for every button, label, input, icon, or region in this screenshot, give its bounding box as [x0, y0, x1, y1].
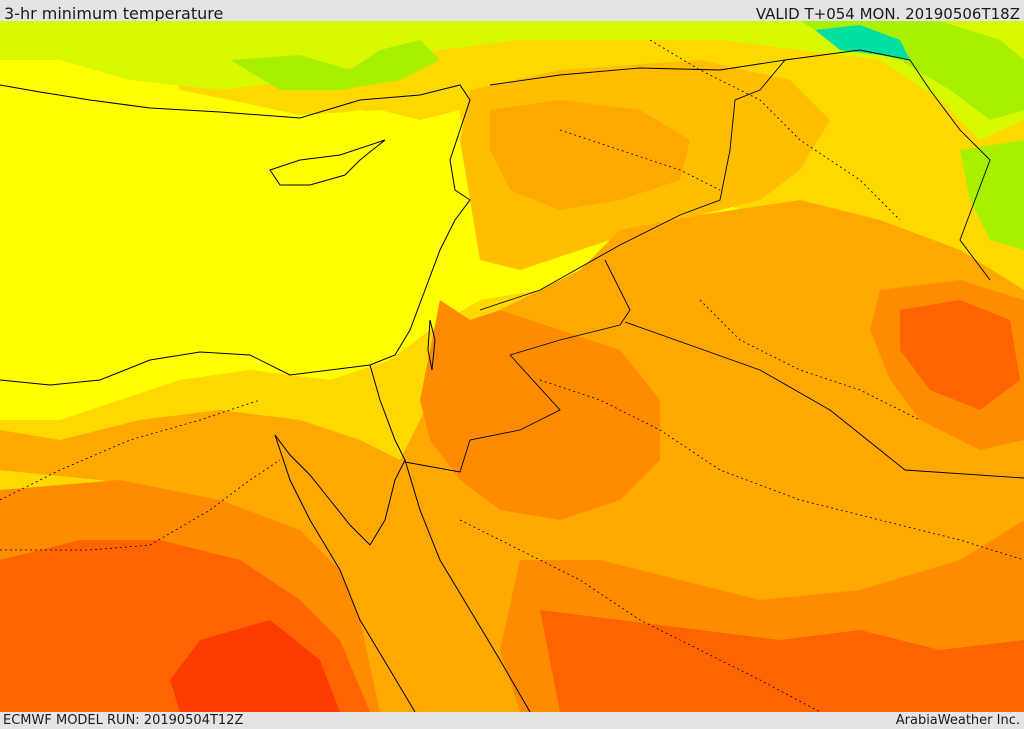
- cyprus-outline: [269, 139, 386, 186]
- map-title: 3-hr minimum temperature: [4, 4, 224, 23]
- coastlines: [0, 84, 531, 712]
- temp-zone-dark-orange-levant: [420, 300, 660, 520]
- sinai-coast: [274, 364, 406, 546]
- jordan-saudi-border: [509, 259, 631, 356]
- temp-zone-light-green-east: [960, 140, 1024, 250]
- temp-zone-cool-green: [815, 25, 910, 60]
- temp-zone-red-orange-arabia: [540, 610, 1024, 712]
- turkey-coast: [0, 84, 471, 201]
- levant-coast: [369, 199, 471, 366]
- red-sea: [290, 460, 480, 712]
- temp-zone-light-green-2: [230, 40, 440, 90]
- dead-sea-shape: [427, 319, 436, 371]
- credit-label: ArabiaWeather Inc.: [895, 713, 1020, 728]
- model-run-label: ECMWF MODEL RUN: 20190504T12Z: [3, 713, 244, 728]
- temp-zone-red-orange-east: [900, 300, 1020, 410]
- red-sea-east-coast: [404, 459, 531, 712]
- temp-zone-orange-north: [490, 100, 690, 210]
- temp-zone-yellow-green: [0, 21, 1024, 140]
- temp-zone-red: [170, 620, 340, 712]
- syria-iraq-border: [479, 59, 787, 311]
- province-lines: [0, 39, 1024, 712]
- iraq-saudi-border: [624, 321, 1024, 479]
- temperature-map[interactable]: [0, 21, 1024, 712]
- jordan-east-border: [404, 354, 561, 473]
- borders: [404, 49, 1024, 479]
- mediterranean-sea: [0, 90, 460, 385]
- red-sea-west-coast: [274, 434, 416, 712]
- map-header: 3-hr minimum temperature VALID T+054 MON…: [0, 0, 1024, 23]
- egypt-coast: [0, 351, 371, 386]
- map-footer: ECMWF MODEL RUN: 20190504T12Z ArabiaWeat…: [0, 712, 1024, 729]
- turkey-east-border: [784, 49, 991, 281]
- valid-time: VALID T+054 MON. 20190506T18Z: [755, 5, 1020, 23]
